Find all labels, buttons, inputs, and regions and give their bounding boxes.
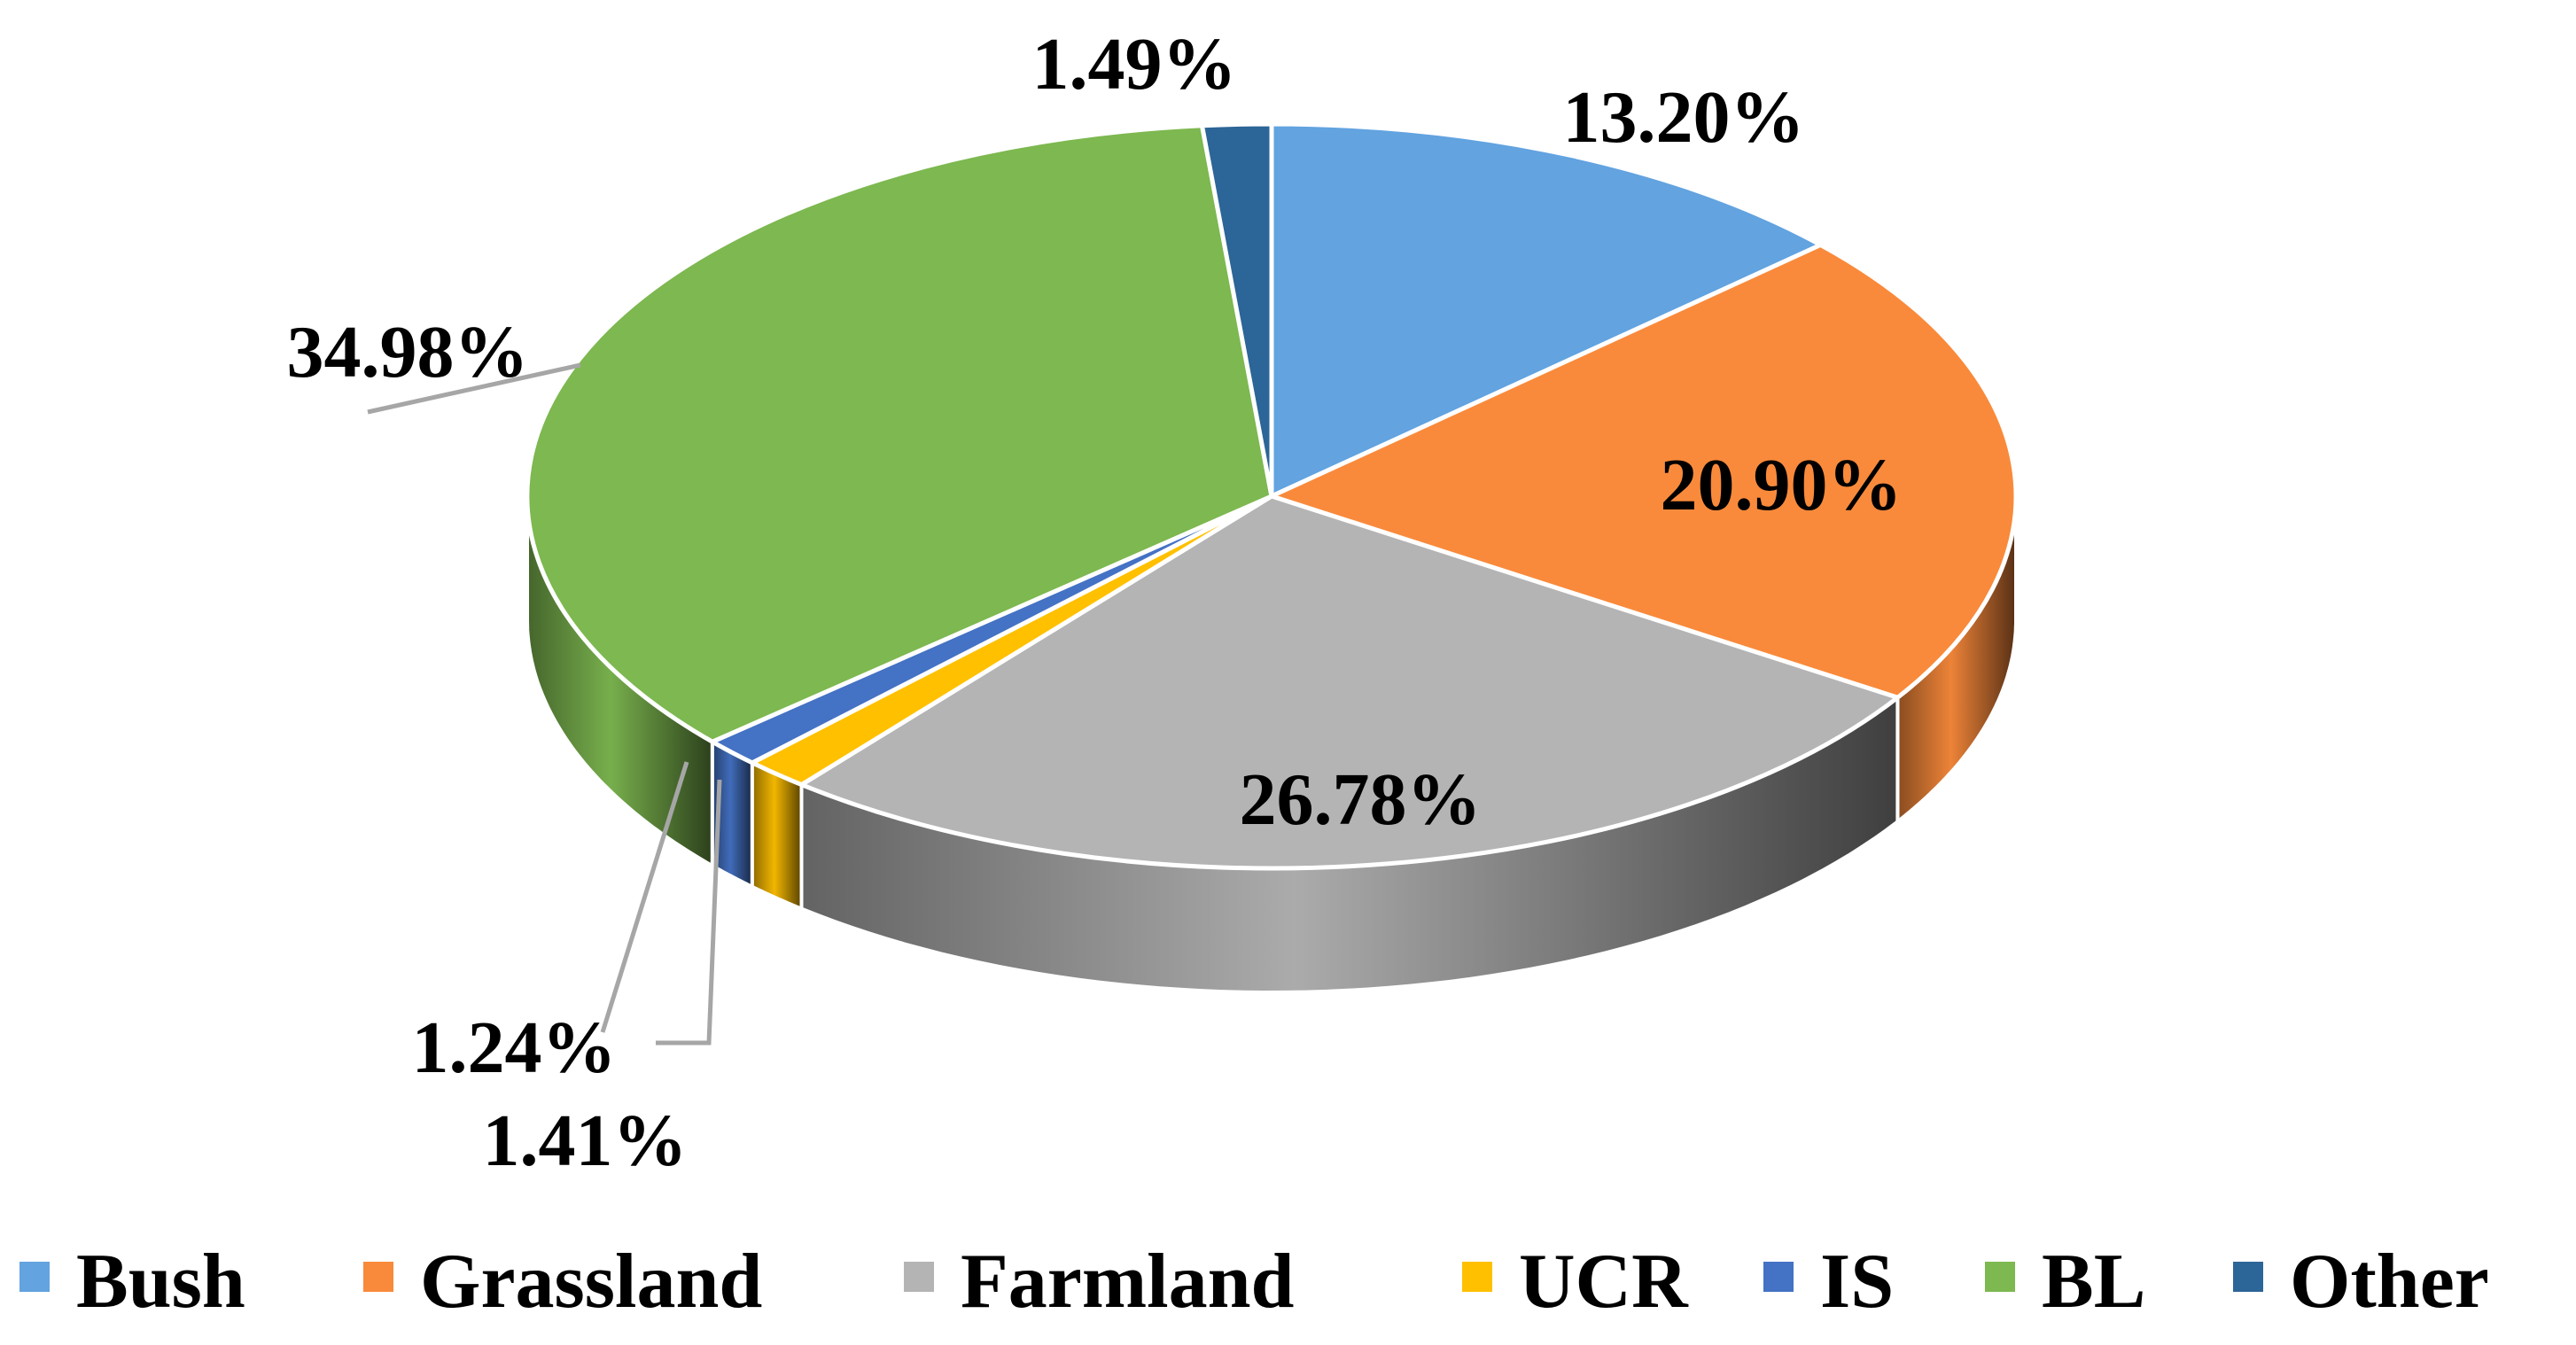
legend-swatch-bl [1985,1262,2015,1292]
legend: Bush Grassland Farmland UCR IS BL Other [19,1239,2489,1325]
data-label-ucr: 1.41% [483,1100,688,1182]
pie-top-faces [525,121,2019,871]
legend-swatch-grassland [363,1262,393,1292]
legend-item-ucr: UCR [1462,1239,1689,1325]
legend-swatch-ucr [1462,1262,1492,1292]
leader-line-is [600,761,689,1033]
leader-line-ucr [656,779,722,1046]
legend-label-farmland: Farmland [961,1239,1294,1325]
data-label-is: 1.24% [412,1007,617,1089]
legend-label-grassland: Grassland [420,1239,762,1325]
legend-swatch-other [2233,1262,2263,1292]
data-label-bl: 34.98% [287,311,529,393]
legend-label-ucr: UCR [1519,1239,1689,1325]
legend-item-bl: BL [1985,1239,2145,1325]
legend-label-other: Other [2290,1239,2489,1325]
legend-swatch-bush [19,1262,50,1292]
pie-slice-farmland [799,494,1900,871]
pie-slice-other [1200,121,1274,499]
legend-item-is: IS [1763,1239,1894,1325]
legend-swatch-farmland [904,1262,934,1292]
data-label-farmland: 26.78% [1240,758,1482,841]
data-label-other: 1.49% [1032,23,1237,105]
legend-item-bush: Bush [19,1239,245,1325]
legend-item-other: Other [2233,1239,2489,1325]
data-label-bush: 13.20% [1563,76,1805,159]
side-wall-ucr [750,760,804,911]
legend-item-grassland: Grassland [363,1239,762,1325]
data-label-grassland: 20.90% [1661,444,1903,526]
legend-label-is: IS [1820,1239,1894,1325]
leader-line-bl [367,362,581,415]
pie-slice-bush [1269,121,1823,499]
legend-item-farmland: Farmland [904,1239,1294,1325]
pie-slice-grassland [1269,242,2019,700]
data-labels: 13.20% 20.90% 26.78% 1.41% 1.24% 34.98% 1.49% [287,23,1903,1182]
legend-label-bush: Bush [76,1239,245,1325]
leader-lines [367,362,722,1046]
legend-swatch-is [1763,1262,1794,1292]
pie-slice-bl [525,123,1274,744]
legend-label-bl: BL [2042,1239,2145,1325]
